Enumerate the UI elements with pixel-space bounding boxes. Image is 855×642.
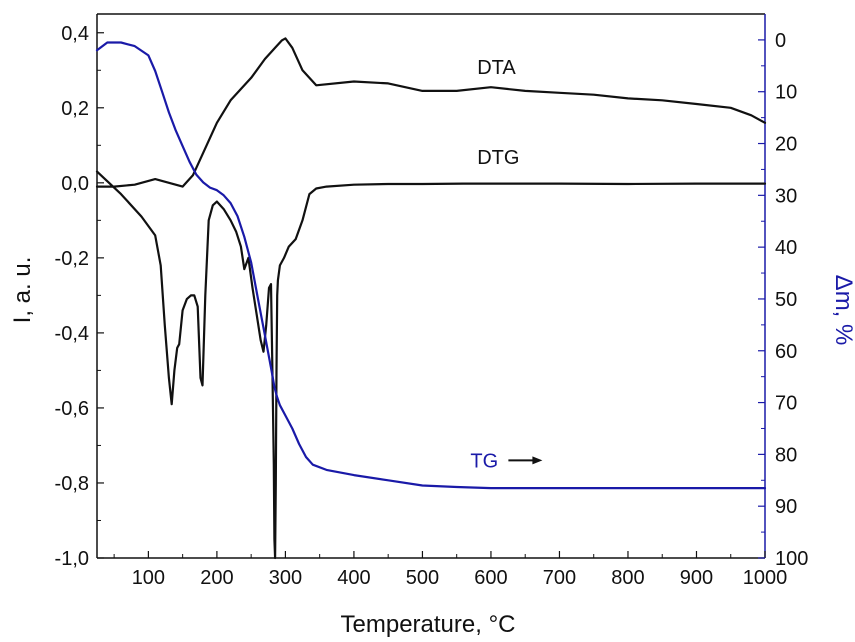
series-dtg-curve <box>95 170 767 560</box>
y-left-tick-label: 0,2 <box>61 98 89 120</box>
x-tick-label: 100 <box>132 567 165 589</box>
x-tick-label: 500 <box>406 567 439 589</box>
y-right-tick-label: 0 <box>775 30 786 52</box>
y-right-tick-label: 40 <box>775 237 797 259</box>
y-left-ticks-group: 0,4 0,2 0,0 -0,2 -0,4 -0,6 -0,8 -1,0 <box>55 23 104 570</box>
y-right-ticks-group: 0 10 20 30 40 50 60 70 80 90 100 <box>758 30 808 570</box>
y-axis-right-label: Δm, % <box>830 275 855 346</box>
y-right-tick-label: 30 <box>775 185 797 207</box>
curves-group <box>95 37 767 560</box>
y-right-tick-label: 90 <box>775 496 797 518</box>
y-right-tick-label: 50 <box>775 289 797 311</box>
x-ticks-group: 100 200 300 400 500 600 700 800 900 1000 <box>113 551 788 589</box>
y-left-tick-label: -0,4 <box>55 323 89 345</box>
series-tg-curve <box>95 41 767 490</box>
y-left-tick-label: -0,2 <box>55 248 89 270</box>
annotation-dta: DTA <box>477 57 516 79</box>
x-tick-label: 400 <box>337 567 370 589</box>
y-left-tick-label: -1,0 <box>55 548 89 570</box>
x-tick-label: 900 <box>680 567 713 589</box>
x-tick-label: 800 <box>611 567 644 589</box>
tg-arrow-head <box>532 456 543 465</box>
y-right-tick-label: 70 <box>775 393 797 415</box>
y-left-tick-label: 0,4 <box>61 23 89 45</box>
y-right-tick-label: 80 <box>775 444 797 466</box>
y-left-tick-label: -0,8 <box>55 473 89 495</box>
x-tick-label: 700 <box>543 567 576 589</box>
y-right-tick-label: 20 <box>775 134 797 156</box>
x-tick-label: 300 <box>269 567 302 589</box>
y-left-tick-label: 0,0 <box>61 173 89 195</box>
y-right-tick-label: 100 <box>775 548 808 570</box>
y-right-tick-label: 10 <box>775 82 797 104</box>
x-axis-label: Temperature, °C <box>341 611 516 638</box>
y-right-tick-label: 60 <box>775 341 797 363</box>
series-dta-curve <box>95 37 767 188</box>
x-tick-label: 1000 <box>743 567 788 589</box>
annotation-tg: TG <box>470 450 498 472</box>
x-tick-label: 600 <box>474 567 507 589</box>
y-axis-left-label: I, a. u. <box>9 257 36 324</box>
annotations-group: DTA DTG TG <box>470 57 543 472</box>
plot-frame-group <box>96 13 766 559</box>
y-left-tick-label: -0,6 <box>55 398 89 420</box>
annotation-dtg: DTG <box>477 147 519 169</box>
x-tick-label: 200 <box>200 567 233 589</box>
